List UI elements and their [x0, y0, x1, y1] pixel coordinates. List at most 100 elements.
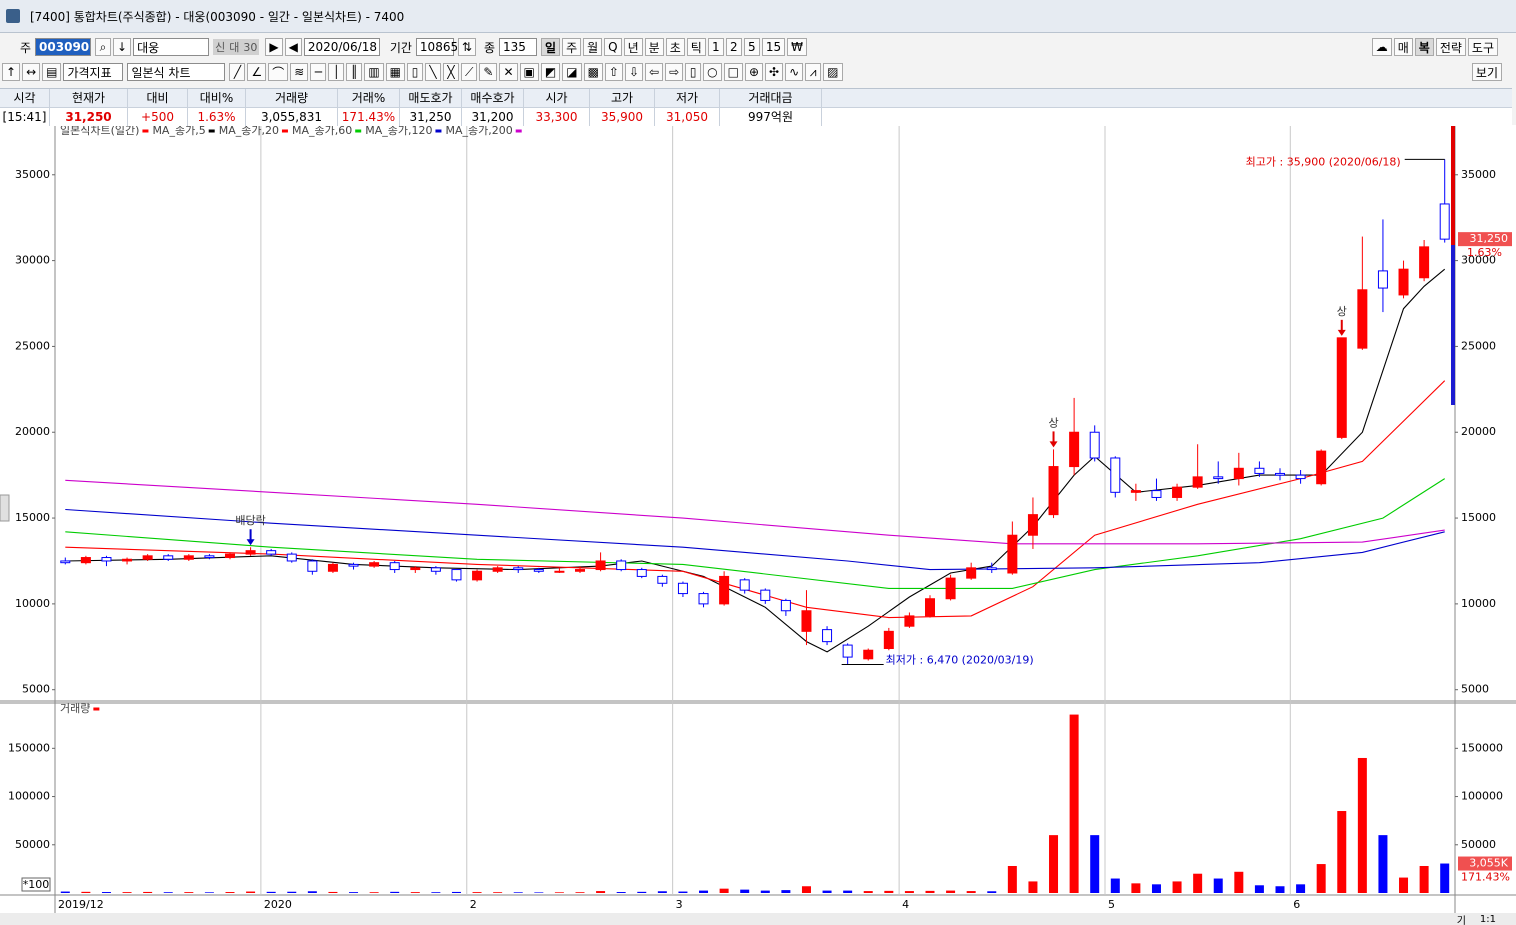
drawing-tool[interactable]: ✣ — [765, 63, 784, 81]
nav-item[interactable]: 기 — [1456, 915, 1466, 925]
candle-body — [266, 550, 277, 555]
drawing-tool[interactable]: ⩘ — [805, 63, 822, 81]
volume-bar — [204, 892, 214, 893]
tool-button[interactable]: ↑ — [2, 63, 21, 81]
badge[interactable]: 30 — [241, 39, 260, 55]
period-button[interactable]: 초 — [665, 38, 685, 56]
period-button[interactable]: 년 — [623, 38, 643, 56]
candle-body — [1192, 476, 1203, 488]
name-input[interactable]: 대웅 — [133, 38, 210, 56]
period-button[interactable]: Q — [604, 38, 622, 56]
drawing-tool[interactable]: ╲ — [425, 63, 441, 81]
indicator-select[interactable]: 가격지표 — [63, 63, 124, 81]
period-button[interactable]: 월 — [583, 38, 603, 56]
drawing-tool[interactable]: ▨ — [823, 63, 843, 81]
cloud-button[interactable]: ☁ — [1371, 38, 1392, 56]
candle-body — [1316, 450, 1327, 485]
tool-button[interactable]: ↔ — [22, 63, 41, 81]
tool-button[interactable]: ▤ — [42, 63, 62, 81]
search-button[interactable]: ⌕ — [95, 38, 112, 56]
drawing-tool[interactable]: ║ — [346, 63, 363, 81]
code-input[interactable]: 003090 — [35, 38, 92, 56]
period-input[interactable]: 10865 — [415, 38, 458, 56]
drawing-tool[interactable]: ⇨ — [665, 63, 684, 81]
side-handle[interactable] — [0, 494, 10, 522]
drawing-tool[interactable]: □ — [723, 63, 743, 81]
period-button[interactable]: 1 — [707, 38, 724, 56]
drawing-tool[interactable]: ⇩ — [624, 63, 644, 81]
period-button[interactable]: 틱 — [686, 38, 706, 56]
drawing-tool[interactable]: ⊕ — [744, 63, 764, 81]
candle-body — [1048, 466, 1059, 516]
volume-bar — [1296, 884, 1306, 893]
volume-bar — [307, 891, 317, 893]
volume-bar — [863, 891, 873, 893]
unit-label: *100 — [23, 878, 50, 891]
view-button[interactable]: 보기 — [1471, 63, 1502, 81]
candle-body — [822, 629, 833, 643]
period-button[interactable]: 주 — [562, 38, 582, 56]
annotation-label: 상 — [1337, 305, 1347, 318]
drawing-tool[interactable]: ⇦ — [645, 63, 664, 81]
period-button[interactable]: 일 — [541, 38, 561, 56]
drawing-tool[interactable]: ⌒ — [268, 63, 289, 81]
drawing-tool[interactable]: ▥ — [364, 63, 384, 81]
period-button[interactable]: 15 — [761, 38, 786, 56]
drawing-tool[interactable]: ─ — [310, 63, 327, 81]
legend-label: MA_종가,60 — [292, 124, 352, 137]
right-button[interactable]: 도구 — [1467, 38, 1498, 56]
legend-swatch — [281, 129, 288, 133]
quote-value: 31,250 — [400, 108, 462, 126]
date-input[interactable]: 2020/06/18 — [303, 38, 380, 56]
x-tick-label: 2 — [470, 898, 477, 911]
drawing-tool[interactable]: ◩ — [540, 63, 561, 81]
quote-value-row: [15:41] 31,250 +500 1.63% 3,055,831 171.43% 31… — [0, 108, 1512, 126]
drawing-tool[interactable]: ⇧ — [604, 63, 623, 81]
drawing-tool[interactable]: ◪ — [562, 63, 582, 81]
right-button[interactable]: 복 — [1414, 38, 1434, 56]
drawing-tool[interactable]: ▦ — [385, 63, 405, 81]
period-button[interactable]: ₩ — [787, 38, 807, 56]
drawing-tool[interactable]: ∿ — [785, 63, 804, 81]
volume-bar — [1337, 811, 1347, 893]
drawing-tool[interactable]: ▣ — [519, 63, 539, 81]
drawing-tool[interactable]: ∠ — [247, 63, 267, 81]
current-volume-box — [1458, 856, 1512, 871]
period-button[interactable]: 분 — [644, 38, 664, 56]
drawing-tool[interactable]: ✕ — [499, 63, 518, 81]
count-input[interactable]: 135 — [499, 38, 538, 56]
drawing-tool[interactable]: ╳ — [443, 63, 459, 81]
chart-style-select[interactable]: 일본식 차트 — [127, 63, 226, 81]
period-button[interactable]: 5 — [743, 38, 760, 56]
next-button[interactable]: ▶ — [265, 38, 283, 56]
y-tick-label: 150000 — [1461, 741, 1503, 754]
period-button[interactable]: 2 — [725, 38, 742, 56]
moving-average-line — [65, 508, 1445, 571]
volume-bar — [554, 892, 564, 893]
volume-bar — [1378, 835, 1388, 893]
volume-bar — [349, 892, 359, 893]
drawing-tool[interactable]: ≋ — [290, 63, 309, 81]
prev-button[interactable]: ◀ — [284, 38, 302, 56]
badge[interactable]: 신 — [213, 39, 228, 55]
drawing-tool[interactable]: ▯ — [407, 63, 423, 81]
badge[interactable]: 대 — [227, 39, 242, 55]
drawing-tool[interactable]: │ — [328, 63, 345, 81]
right-button[interactable]: 매 — [1393, 38, 1413, 56]
quote-value: 31,250 — [50, 108, 128, 126]
drawing-tool[interactable]: ▩ — [583, 63, 603, 81]
candle-body — [1027, 514, 1038, 536]
candle-body — [286, 553, 297, 562]
nav-item[interactable]: 1:1 — [1479, 913, 1496, 925]
sort-button[interactable]: ↓ — [113, 38, 132, 56]
drawing-tool[interactable]: ▯ — [685, 63, 702, 81]
drawing-tool[interactable]: ○ — [703, 63, 722, 81]
right-button[interactable]: 전략 — [1435, 38, 1466, 56]
period-spin[interactable]: ⇅ — [457, 38, 476, 56]
drawing-tool[interactable]: ✎ — [479, 63, 498, 81]
drawing-tool[interactable]: ╱ — [229, 63, 246, 81]
drawing-tool[interactable]: ⟋ — [461, 63, 478, 81]
volume-bar — [904, 891, 914, 893]
volume-bar — [81, 891, 91, 893]
volume-bar — [637, 891, 647, 893]
